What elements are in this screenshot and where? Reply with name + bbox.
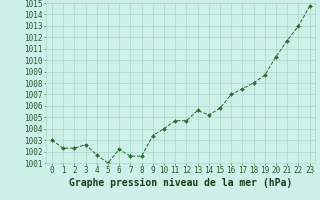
X-axis label: Graphe pression niveau de la mer (hPa): Graphe pression niveau de la mer (hPa) bbox=[69, 178, 292, 188]
